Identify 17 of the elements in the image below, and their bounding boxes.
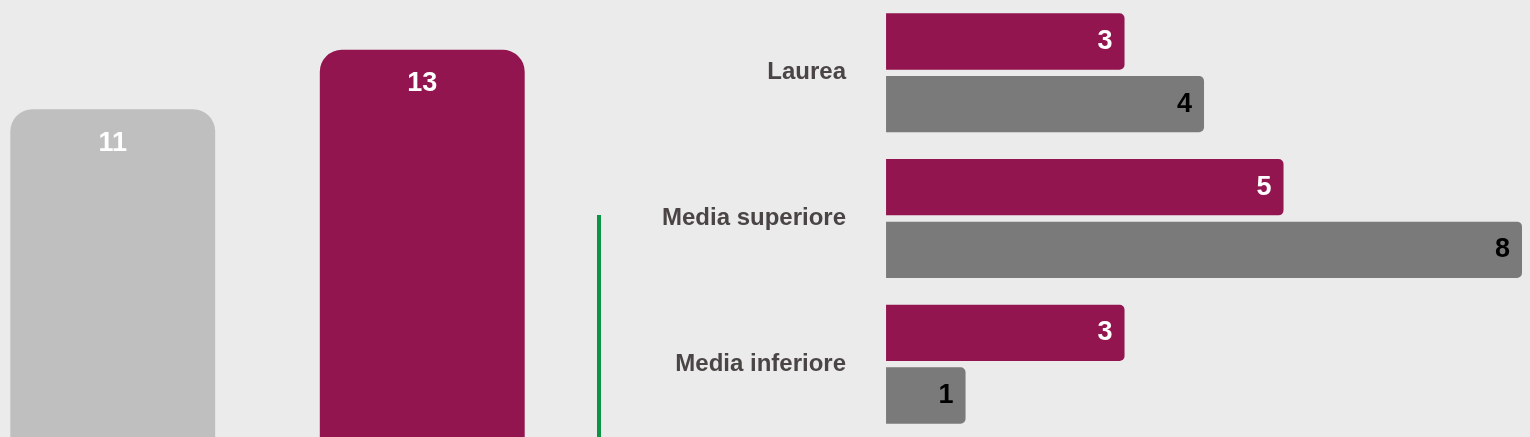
bar [886, 367, 966, 424]
bar [886, 75, 1205, 133]
y-tick-label: Media superiore [661, 203, 847, 231]
data-label: 11 [98, 126, 128, 157]
y-tick-label: Laurea [767, 57, 847, 85]
bar [886, 221, 1522, 279]
data-label: 1 [938, 378, 954, 409]
data-label: 4 [1177, 87, 1193, 118]
data-label: 8 [1494, 233, 1510, 264]
data-label: 3 [1097, 24, 1113, 55]
bar [886, 13, 1125, 70]
y-tick-label: Media inferiore [675, 348, 847, 376]
data-label: 5 [1256, 170, 1272, 201]
bar [886, 159, 1284, 216]
data-label: 13 [407, 67, 438, 98]
data-label: 3 [1097, 316, 1113, 347]
bar [886, 304, 1125, 362]
